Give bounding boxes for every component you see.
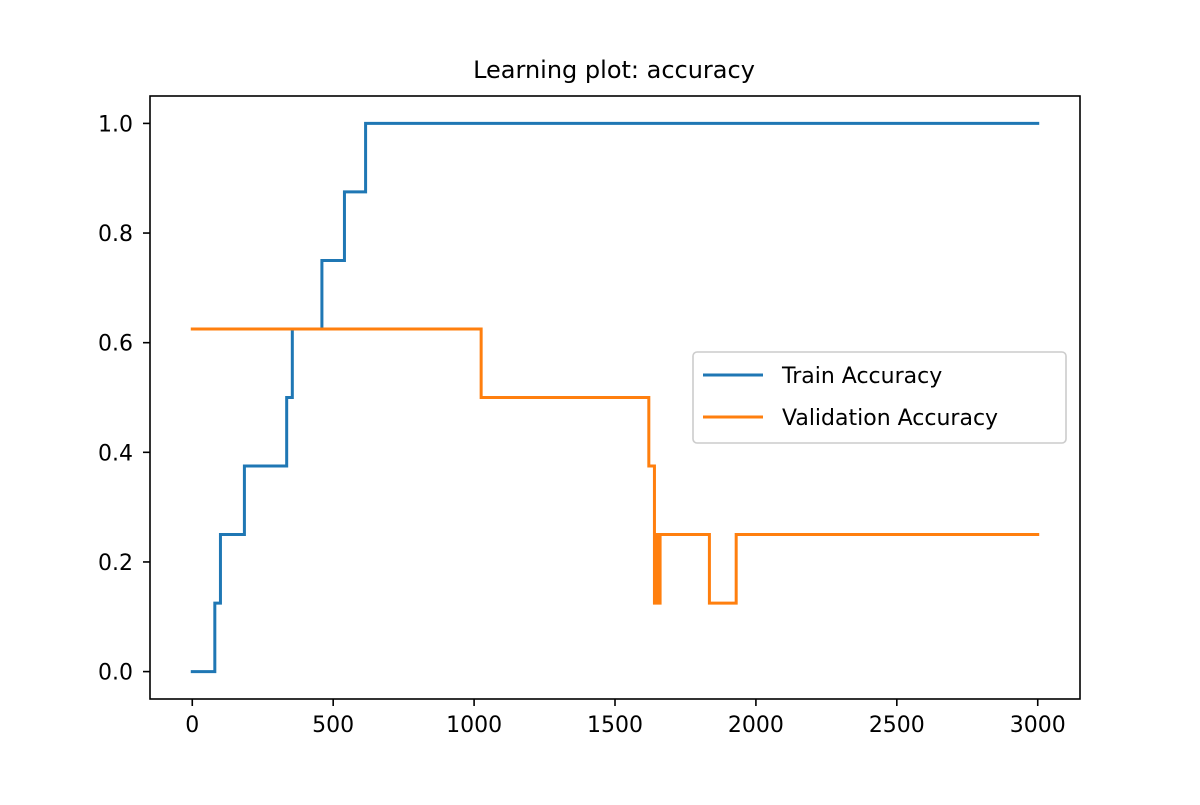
x-tick-label: 1000 [446,713,502,738]
y-tick-label: 0.2 [98,551,133,576]
legend-label-0: Train Accuracy [781,364,942,389]
y-tick-label: 0.6 [98,332,133,357]
y-tick-label: 0.0 [98,661,133,686]
y-tick-label: 1.0 [98,112,133,137]
x-tick-label: 500 [312,713,354,738]
x-tick-label: 2500 [869,713,925,738]
x-axis: 0 500 1000 1500 2000 2500 3000 [185,699,1066,738]
legend: Train Accuracy Validation Accuracy [692,351,1067,444]
y-tick-label: 0.4 [98,441,133,466]
x-tick-label: 2000 [728,713,784,738]
y-tick-label: 0.8 [98,222,133,247]
legend-label-1: Validation Accuracy [782,406,998,431]
series-line-0 [190,121,1040,674]
series-layer [190,121,1040,674]
legend-box [692,351,1067,444]
y-axis: 0.0 0.2 0.4 0.6 0.8 1.0 [98,112,150,686]
x-tick-label: 0 [185,713,199,738]
chart-title: Learning plot: accuracy [473,56,755,84]
series-line-1 [190,327,1040,605]
x-tick-label: 1500 [587,713,643,738]
x-tick-label: 3000 [1010,713,1066,738]
